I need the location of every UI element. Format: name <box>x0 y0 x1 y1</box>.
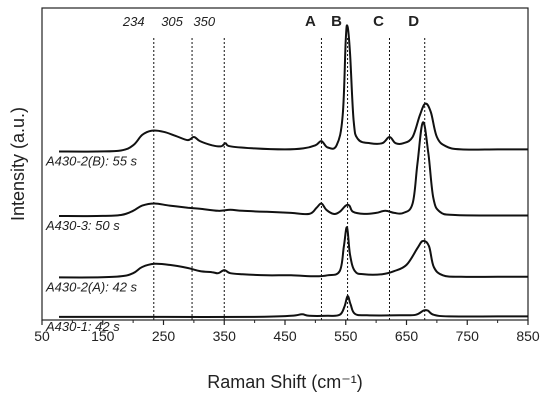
x-axis-title: Raman Shift (cm⁻¹) <box>207 372 363 392</box>
series-label: A430-1: 42 s <box>45 319 120 334</box>
spectrum-line-1 <box>59 295 528 318</box>
x-tick-label: 50 <box>34 328 50 344</box>
reference-label-B: B <box>331 13 342 30</box>
series-label: A430-2(B): 55 s <box>45 154 138 169</box>
x-axis-ticks: 50 150 250 350 450 550 650 750 850 <box>34 320 540 344</box>
reference-labels: 234 305 350 A B C D <box>122 13 419 30</box>
reference-label-234: 234 <box>122 14 145 29</box>
reference-label-A: A <box>305 13 316 30</box>
series-labels: A430-1: 42 s A430-2(A): 42 s A430-3: 50 s A… <box>45 154 138 334</box>
reference-label-350: 350 <box>193 14 215 29</box>
x-tick-label: 650 <box>395 328 419 344</box>
x-tick-label: 450 <box>273 328 297 344</box>
x-tick-label: 550 <box>334 328 358 344</box>
x-tick-label: 850 <box>516 328 540 344</box>
x-tick-label: 250 <box>152 328 176 344</box>
x-tick-label: 750 <box>456 328 480 344</box>
spectrum-line-2 <box>58 226 528 279</box>
reference-label-C: C <box>373 13 384 30</box>
y-axis-title: Intensity (a.u.) <box>8 107 28 221</box>
reference-label-305: 305 <box>161 14 183 29</box>
reference-lines <box>153 38 426 320</box>
x-tick-label: 350 <box>213 328 237 344</box>
spectrum-line-4 <box>58 24 528 153</box>
x-tick-label: 150 <box>91 328 115 344</box>
spectra-series <box>58 24 529 318</box>
series-label: A430-3: 50 s <box>45 218 120 233</box>
series-label: A430-2(A): 42 s <box>45 279 138 294</box>
spectrum-line-3 <box>58 121 529 218</box>
reference-label-D: D <box>408 13 419 30</box>
